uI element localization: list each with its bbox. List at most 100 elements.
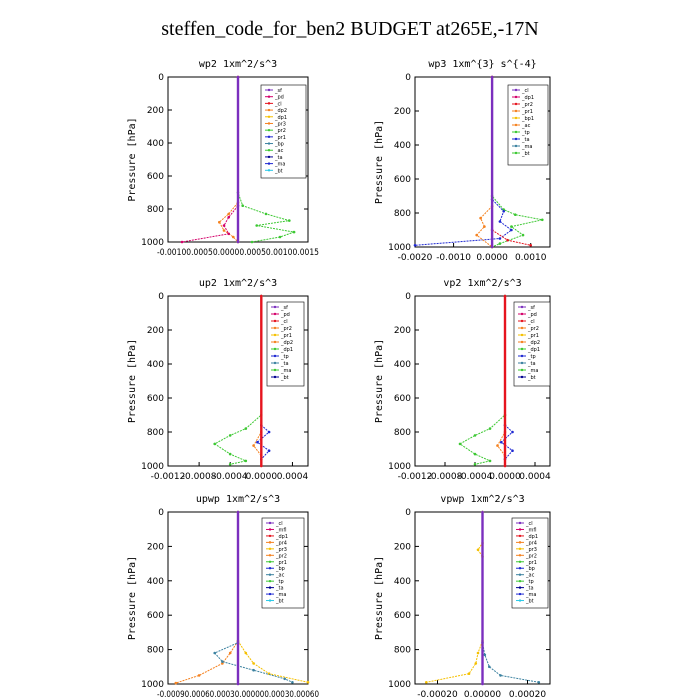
chart-6-legend-label: _ac xyxy=(525,573,535,579)
chart-1-legend-label: _ta xyxy=(274,155,283,161)
chart-2-ytick-label: 600 xyxy=(394,175,411,185)
chart-6-legend-label: _dp1 xyxy=(525,534,538,540)
chart-4-legend: _sf_pd_cl_pr2_pr1_dp2_dp1_tp_ta_ma_bt xyxy=(513,301,551,387)
chart-2-ytick-label: 400 xyxy=(394,141,411,151)
chart-6-legend-marker xyxy=(518,534,522,538)
chart-2-legend-marker xyxy=(514,95,518,99)
chart-2-legend-marker xyxy=(514,151,518,155)
chart-5-legend-marker xyxy=(268,534,272,538)
chart-5-series-pr1 xyxy=(237,512,309,683)
chart-6-ytick-label: 200 xyxy=(394,542,411,552)
chart-3-series-dp1 xyxy=(213,296,262,465)
chart-6-point-pr1 xyxy=(425,681,428,684)
chart-5-legend-label: _cl xyxy=(275,521,283,527)
chart-4-legend-marker xyxy=(520,326,524,330)
chart-1-legend-label: _pd xyxy=(274,95,284,101)
chart-4-point-ta xyxy=(511,449,514,453)
chart-1-ytick-label: 400 xyxy=(147,139,164,149)
chart-4-ytick-label: 600 xyxy=(394,394,411,404)
chart-5-point-pr1 xyxy=(244,651,248,655)
chart-6-legend-marker xyxy=(518,599,522,602)
chart-5-legend-label: _pr2 xyxy=(275,553,287,559)
chart-2-point-tp xyxy=(498,237,502,240)
chart-1-legend-marker xyxy=(267,142,271,145)
chart-1-legend-marker xyxy=(267,88,271,92)
chart-3-point-bt xyxy=(260,464,263,468)
chart-2-legend-marker xyxy=(514,116,518,120)
chart-4-xtick-label: 0.0004 xyxy=(519,472,551,482)
chart-1-point-ac xyxy=(241,204,244,207)
chart-2-legend-label: _bt xyxy=(521,151,530,157)
chart-6-legend: _cl_mfl_dp1_pr4_pr3_pr2_pr1_bp_ac_tp_ta_… xyxy=(511,517,549,609)
chart-4-legend-label: _cl xyxy=(527,319,535,325)
chart-5-legend-marker xyxy=(268,528,272,531)
chart-3-point-dp1 xyxy=(228,452,232,456)
chart-1-point-pr1 xyxy=(227,212,230,216)
chart-6-legend-marker xyxy=(518,592,522,596)
chart-5-legend: _cl_mfl_dp1_pr4_pr3_pr2_pr1_bp_ac_tp_ta_… xyxy=(261,517,305,609)
chart-3-legend-marker xyxy=(273,340,277,344)
chart-4-legend-label: _dp1 xyxy=(527,347,540,353)
chart-4-title: vp2 1xm^2/s^3 xyxy=(443,278,521,289)
chart-3-legend-label: _pr2 xyxy=(280,326,292,332)
chart-2-legend-label: _pr2 xyxy=(521,102,533,108)
chart-4-point-ta xyxy=(511,430,514,434)
chart-1-legend-marker xyxy=(267,169,271,172)
chart-4-legend-label: _pr2 xyxy=(527,326,539,332)
chart-4-legend-marker xyxy=(520,319,524,323)
chart-6-legend-marker xyxy=(518,579,522,583)
chart-1-legend-marker xyxy=(267,102,271,105)
chart-6-legend-label: _pr1 xyxy=(525,560,537,566)
chart-4-point-dp1 xyxy=(473,452,477,456)
chart-4-xtick-label: 0.0000 xyxy=(489,472,521,482)
chart-5-legend-label: _pr3 xyxy=(275,547,287,553)
chart-3-legend-label: _bt xyxy=(280,375,289,381)
figure-title: steffen_code_for_ben2 BUDGET at265E,-17N xyxy=(161,18,539,40)
chart-2-title: wp3 1xm^{3} s^{-4} xyxy=(428,59,536,70)
chart-6-xtick-label: 0.00000 xyxy=(464,690,501,700)
chart-1-ytick-label: 200 xyxy=(147,106,164,116)
chart-1-point-pr1 xyxy=(218,220,221,224)
chart-1-point-bt xyxy=(236,75,240,79)
chart-5-point-tp xyxy=(291,681,294,684)
chart-1-legend-label: _cl xyxy=(274,101,282,107)
chart-2-ytick-label: 800 xyxy=(394,209,411,219)
chart-5-legend-label: _ac xyxy=(275,573,285,579)
chart-5-legend-marker xyxy=(268,586,272,589)
chart-6-xtick-label: 0.00020 xyxy=(509,690,546,700)
chart-2-xtick-label: -0.0010 xyxy=(436,253,471,263)
chart-5-ytick-label: 0 xyxy=(158,508,164,518)
chart-6-legend-label: _cl xyxy=(525,521,533,527)
chart-6-point-pr1 xyxy=(474,662,478,665)
chart-4-point-bt xyxy=(503,464,507,468)
chart-5-legend-label: _ma xyxy=(275,592,286,598)
chart-3-point-dp1 xyxy=(213,442,216,446)
chart-4-legend-label: _ta xyxy=(527,361,536,367)
chart-3-point-ta xyxy=(256,440,259,444)
chart-1-legend: _sf_pd_cl_dp2_dp1_pr3_pr2_pr1_bp_ac_ta_m… xyxy=(260,84,307,179)
chart-6-legend-label: _bt xyxy=(525,599,534,605)
chart-4-legend-label: _dp2 xyxy=(527,340,540,346)
chart-3: up2 1xm^2/s^3 Pressure [hPa] 0 200 400 600 800… xyxy=(127,278,309,482)
chart-4-xtick-label: -0.0004 xyxy=(458,472,493,482)
chart-3-point-dp1 xyxy=(228,434,232,437)
chart-6-legend-label: _pr3 xyxy=(525,547,537,553)
chart-5-legend-label: _bp xyxy=(275,566,285,572)
chart-6-point-tp xyxy=(537,681,541,684)
chart-5-point-bt xyxy=(236,510,240,514)
chart-5-ytick-label: 200 xyxy=(147,542,164,552)
chart-2-legend-label: _tp xyxy=(521,130,530,136)
chart-1-point-ac xyxy=(264,212,268,216)
chart-2-xtick-label: 0.0010 xyxy=(515,253,547,263)
chart-4-ytick-label: 1000 xyxy=(388,462,411,472)
chart-5-point-tp xyxy=(283,677,287,681)
chart-1-xtick-label: -0.00100.00050.00000.00050.00100.0015 xyxy=(157,248,319,258)
chart-3-ytick-label: 200 xyxy=(147,326,164,336)
chart-5-legend-marker xyxy=(268,599,272,602)
chart-5-legend-label: _pr4 xyxy=(275,540,287,546)
chart-5-point-tp xyxy=(252,668,255,672)
chart-4: vp2 1xm^2/s^3 Pressure [hPa] 0 200 400 600 800… xyxy=(374,278,551,482)
chart-2-point-pr1 xyxy=(479,216,482,220)
chart-5-legend-label: _mfl xyxy=(275,527,287,533)
